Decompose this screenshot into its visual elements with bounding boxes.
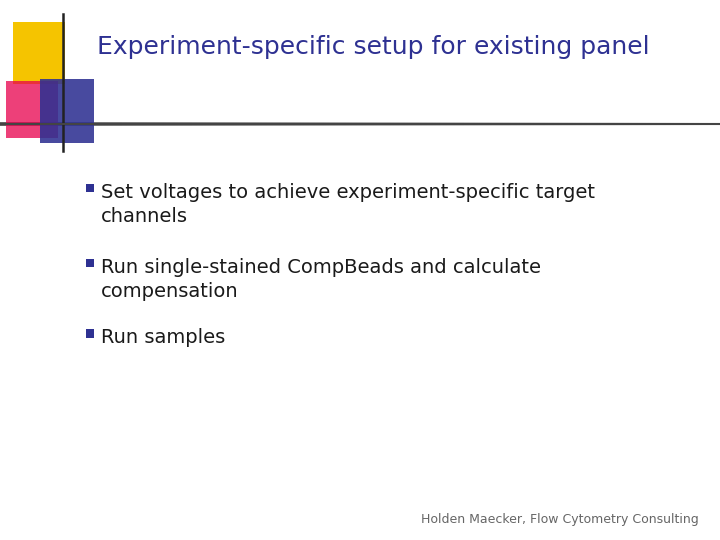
Text: Holden Maecker, Flow Cytometry Consulting: Holden Maecker, Flow Cytometry Consultin…: [420, 514, 698, 526]
Text: Experiment-specific setup for existing panel: Experiment-specific setup for existing p…: [97, 35, 650, 59]
Text: Set voltages to achieve experiment-specific target
channels: Set voltages to achieve experiment-speci…: [101, 183, 595, 226]
Text: Run single-stained CompBeads and calculate
compensation: Run single-stained CompBeads and calcula…: [101, 258, 541, 301]
Text: Run samples: Run samples: [101, 328, 225, 347]
